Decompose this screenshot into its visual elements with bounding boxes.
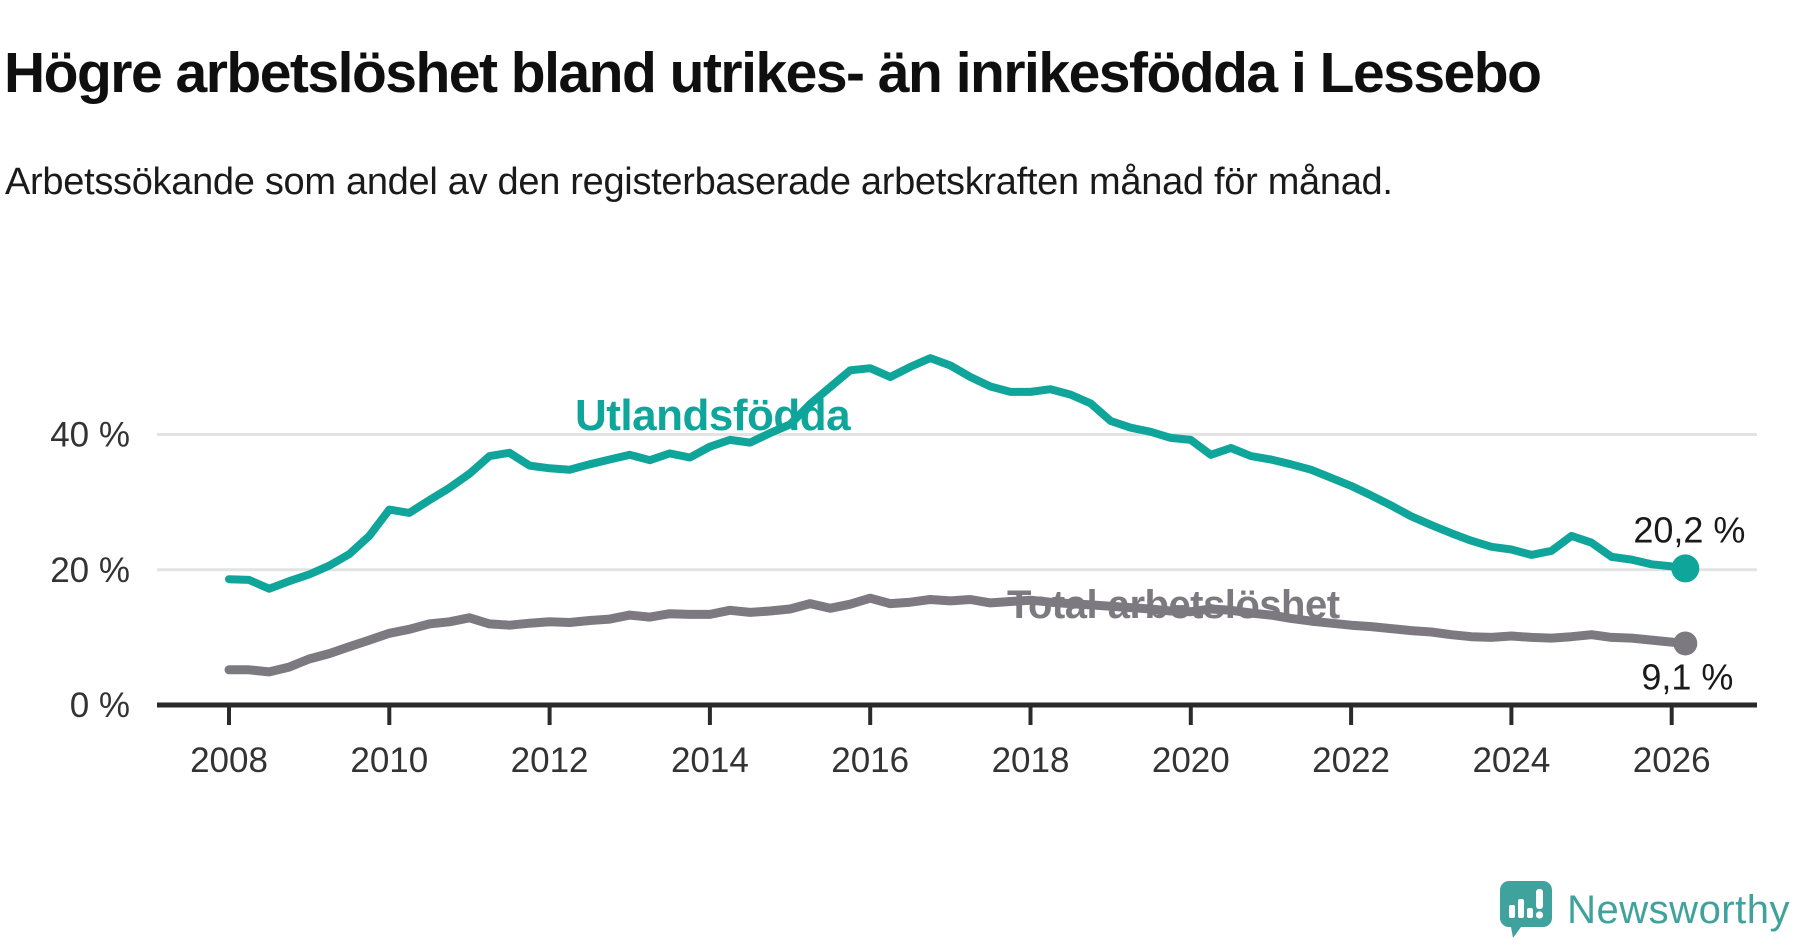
x-tick-label-2024: 2024 — [1472, 741, 1550, 780]
chart-title: Högre arbetslöshet bland utrikes- än inr… — [4, 41, 1542, 106]
y-tick-label-20: 20 % — [50, 551, 130, 590]
x-tick-label-2008: 2008 — [190, 741, 268, 780]
bar-1 — [1509, 905, 1516, 918]
y-tick-label-0: 0 % — [70, 686, 130, 725]
series-line-utlandsfodda — [225, 354, 1690, 593]
chart-subtitle: Arbetssökande som andel av den registerb… — [5, 161, 1393, 203]
speech-bubble-shape — [1500, 881, 1553, 938]
x-tick-label-2014: 2014 — [671, 741, 749, 780]
exclamation-bar — [1536, 889, 1544, 909]
x-tick-label-2010: 2010 — [350, 741, 428, 780]
x-tick-label-2026: 2026 — [1633, 741, 1711, 780]
newsworthy-icon — [1500, 881, 1553, 938]
y-tick-label-40: 40 % — [50, 416, 130, 455]
x-tick-label-2012: 2012 — [511, 741, 589, 780]
end-value-label-utlandsfodda: 20,2 % — [1633, 509, 1745, 550]
x-tick-label-2018: 2018 — [992, 741, 1070, 780]
series-line-total — [224, 593, 1690, 677]
series-label-utlandsfodda: Utlandsfödda — [575, 391, 851, 440]
newsworthy-logo: Newsworthy — [1499, 880, 1790, 940]
x-tick-label-2020: 2020 — [1152, 741, 1230, 780]
end-value-label-total: 9,1 % — [1641, 656, 1733, 697]
newsworthy-wordmark: Newsworthy — [1567, 887, 1790, 932]
series-end-dot-utlandsfodda — [1671, 554, 1700, 583]
bar-3 — [1527, 908, 1534, 918]
x-tick-label-2016: 2016 — [831, 741, 909, 780]
series-label-total: Total arbetslöshet — [1007, 583, 1340, 627]
bar-2 — [1518, 899, 1525, 918]
x-tick-label-2022: 2022 — [1312, 741, 1390, 780]
series-end-dot-total — [1673, 631, 1698, 656]
exclamation-dot — [1536, 911, 1544, 919]
